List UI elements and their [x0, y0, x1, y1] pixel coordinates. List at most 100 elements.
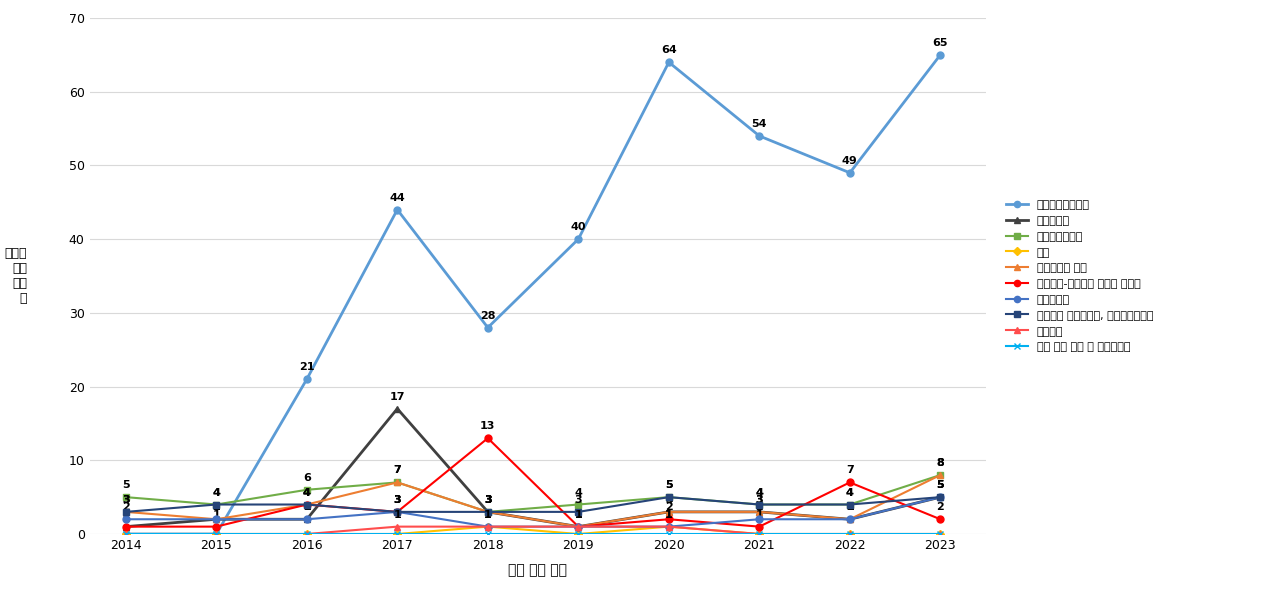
- 브리스톨-마이어스 스퀴브 컴파니: [118, 523, 133, 530]
- Text: 4: 4: [846, 488, 854, 497]
- 머크 샤프 앤드 돔 코포레이션: [933, 530, 948, 538]
- 브리스톨-마이어스 스퀴브 컴파니: [751, 523, 767, 530]
- Text: 40: 40: [571, 222, 586, 232]
- 현대모비스: [300, 515, 315, 523]
- Text: 64: 64: [660, 45, 677, 55]
- 머크 샤프 앤드 돔 코포레이션: [751, 530, 767, 538]
- Text: 65: 65: [933, 38, 948, 48]
- 삼성전자: [842, 530, 858, 538]
- 삼성전자: [933, 530, 948, 538]
- Text: 7: 7: [393, 466, 401, 475]
- Text: 5: 5: [937, 480, 945, 490]
- 삼성에스디아이: [751, 501, 767, 508]
- Text: 1: 1: [484, 509, 492, 520]
- 삼성전자: [480, 523, 495, 530]
- Text: 2: 2: [122, 502, 129, 512]
- Text: 6: 6: [303, 473, 311, 483]
- Text: 3: 3: [122, 495, 129, 505]
- 기아: [751, 530, 767, 538]
- 현대자동차: [933, 494, 948, 501]
- X-axis label: 특허 발행 연도: 특허 발행 연도: [508, 563, 567, 577]
- 기아: [480, 523, 495, 530]
- Text: 1: 1: [212, 509, 220, 520]
- Text: 4: 4: [303, 488, 311, 497]
- 엘지에너지솔루션: [118, 530, 133, 538]
- 삼성에스디아이: [209, 501, 224, 508]
- 삼성에스디아이: [571, 501, 586, 508]
- 현대자동차: [209, 515, 224, 523]
- Text: 3: 3: [393, 495, 401, 505]
- Line: 삼성전자: 삼성전자: [123, 523, 943, 538]
- Line: 머크 샤프 앤드 돔 코포레이션: 머크 샤프 앤드 돔 코포레이션: [123, 530, 943, 538]
- 삼성에스디아이: [300, 486, 315, 493]
- 엘지에너지솔루션: [209, 530, 224, 538]
- 노파르티스 아게: [933, 472, 948, 479]
- 머크 샤프 앤드 돔 코포레이션: [118, 530, 133, 538]
- 엘지에너지솔루션: [662, 59, 677, 66]
- 현대모비스: [209, 515, 224, 523]
- Text: 3: 3: [755, 495, 763, 505]
- 노파르티스 아게: [751, 508, 767, 515]
- 길리애드 사이언시즈, 인코포레이티드: [842, 501, 858, 508]
- 노파르티스 아게: [209, 515, 224, 523]
- Text: 2: 2: [212, 502, 220, 512]
- Text: 1: 1: [484, 509, 492, 520]
- Text: 4: 4: [212, 488, 220, 497]
- Text: 2: 2: [303, 502, 311, 512]
- Legend: 엘지에너지솔루션, 현대자동차, 삼성에스디아이, 기아, 노파르티스 아게, 브리스톨-마이어스 스퀴브 컴파니, 현대모비스, 길리애드 사이언시즈, 인코: 엘지에너지솔루션, 현대자동차, 삼성에스디아이, 기아, 노파르티스 아게, …: [1000, 194, 1158, 358]
- Text: 17: 17: [389, 392, 404, 402]
- 현대자동차: [300, 515, 315, 523]
- 길리애드 사이언시즈, 인코포레이티드: [389, 508, 404, 515]
- 현대자동차: [118, 523, 133, 530]
- Text: 7: 7: [846, 466, 854, 475]
- 기아: [209, 530, 224, 538]
- Text: 1: 1: [575, 509, 582, 520]
- 현대모비스: [662, 523, 677, 530]
- 현대모비스: [933, 494, 948, 501]
- 노파르티스 아게: [118, 508, 133, 515]
- 브리스톨-마이어스 스퀴브 컴파니: [933, 515, 948, 523]
- Text: 3: 3: [484, 495, 492, 505]
- 현대자동차: [751, 508, 767, 515]
- 노파르티스 아게: [389, 479, 404, 486]
- Text: 8: 8: [937, 458, 945, 468]
- Text: 3: 3: [575, 495, 582, 505]
- Text: 2: 2: [664, 502, 673, 512]
- Line: 브리스톨-마이어스 스퀴브 컴파니: 브리스톨-마이어스 스퀴브 컴파니: [123, 434, 943, 530]
- 기아: [300, 530, 315, 538]
- Text: 2: 2: [212, 502, 220, 512]
- 머크 샤프 앤드 돔 코포레이션: [571, 530, 586, 538]
- 기아: [842, 530, 858, 538]
- 현대모비스: [118, 515, 133, 523]
- 노파르티스 아게: [300, 501, 315, 508]
- Text: 1: 1: [755, 509, 763, 520]
- 기아: [571, 530, 586, 538]
- 현대모비스: [842, 515, 858, 523]
- Text: 1: 1: [575, 509, 582, 520]
- Line: 길리애드 사이언시즈, 인코포레이티드: 길리애드 사이언시즈, 인코포레이티드: [123, 494, 943, 515]
- Text: 4: 4: [846, 488, 854, 497]
- Text: 5: 5: [937, 480, 945, 490]
- 노파르티스 아게: [571, 523, 586, 530]
- 현대모비스: [751, 515, 767, 523]
- Text: 2: 2: [212, 502, 220, 512]
- Text: 4: 4: [303, 488, 311, 497]
- 엘지에너지솔루션: [300, 376, 315, 383]
- 엘지에너지솔루션: [842, 169, 858, 176]
- 삼성에스디아이: [933, 472, 948, 479]
- 현대모비스: [480, 523, 495, 530]
- 머크 샤프 앤드 돔 코포레이션: [389, 530, 404, 538]
- 기아: [933, 530, 948, 538]
- Text: 5: 5: [937, 480, 945, 490]
- 삼성에스디아이: [662, 494, 677, 501]
- Text: 3: 3: [122, 495, 129, 505]
- Text: 3: 3: [666, 495, 673, 505]
- 삼성에스디아이: [118, 494, 133, 501]
- 현대자동차: [662, 508, 677, 515]
- 현대모비스: [389, 508, 404, 515]
- 머크 샤프 앤드 돔 코포레이션: [209, 530, 224, 538]
- Text: 1: 1: [664, 509, 673, 520]
- 현대모비스: [571, 523, 586, 530]
- 삼성에스디아이: [842, 501, 858, 508]
- Text: 1: 1: [575, 509, 582, 520]
